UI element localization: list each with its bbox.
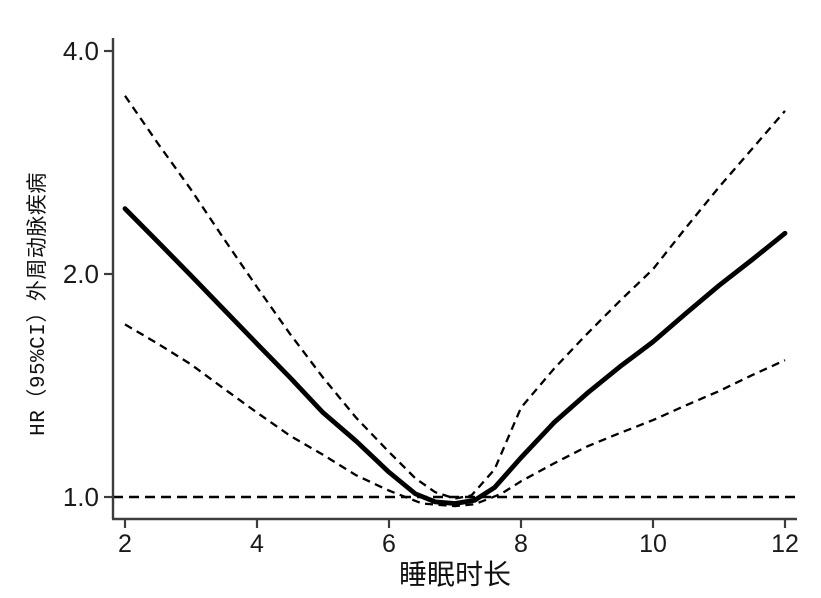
y-tick-label: 1.0 — [63, 482, 99, 512]
series-95%CI-upper — [124, 95, 786, 500]
x-axis-title: 睡眠时长 — [398, 559, 511, 590]
x-tick-label: 10 — [639, 530, 667, 558]
series-HR — [122, 206, 788, 506]
y-tick-label: 4.0 — [63, 36, 99, 66]
x-tick-label: 4 — [250, 530, 264, 558]
x-tick-label: 2 — [118, 530, 132, 558]
y-tick-label: 2.0 — [63, 259, 99, 289]
x-tick-label: 8 — [514, 530, 528, 558]
y-axis-title: HR（95%CI）外周动脉疾病 — [28, 172, 51, 436]
x-tick-label: 6 — [382, 530, 396, 558]
series-95%CI-lower — [124, 323, 786, 508]
x-tick-label: 12 — [771, 530, 799, 558]
